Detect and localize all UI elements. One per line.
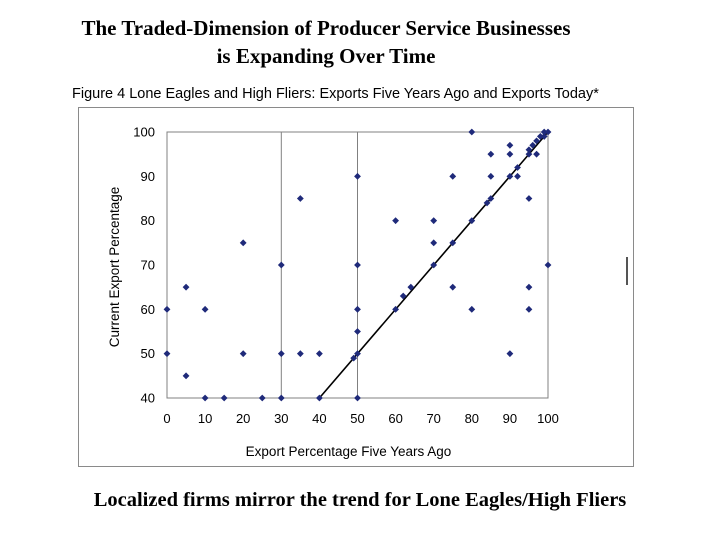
data-point [430, 261, 438, 269]
data-point [430, 239, 438, 247]
x-tick-label: 50 [350, 411, 364, 426]
data-point [487, 150, 495, 158]
data-point [533, 137, 540, 145]
data-point [525, 146, 533, 154]
data-points [163, 128, 552, 402]
data-point [296, 195, 304, 202]
chart-frame [78, 107, 634, 467]
x-tick-label: 70 [426, 411, 440, 426]
x-tick-label: 80 [465, 411, 479, 426]
y-axis-label: Current Export Percentage [107, 187, 122, 348]
y-tick-label: 80 [141, 213, 155, 228]
data-point [182, 283, 190, 291]
data-point [163, 350, 171, 358]
y-tick-labels: 40 50 60 70 80 90 100 [133, 125, 155, 406]
slide-title-line-1: The Traded-Dimension of Producer Service… [81, 16, 571, 40]
data-point [506, 141, 514, 149]
data-point [392, 305, 399, 313]
data-point [354, 305, 361, 313]
data-point [540, 133, 548, 140]
data-point [506, 350, 514, 358]
data-point [316, 350, 323, 358]
data-point [316, 394, 323, 402]
x-tick-label: 90 [503, 411, 517, 426]
y-tick-label: 40 [141, 391, 155, 406]
data-point [354, 261, 361, 269]
x-tick-label: 40 [312, 411, 326, 426]
data-point [540, 128, 548, 136]
data-point [399, 292, 407, 300]
x-tick-label: 30 [274, 411, 288, 426]
data-point [506, 172, 514, 180]
x-tick-labels: 0 10 20 30 40 50 60 70 80 90 100 [163, 411, 558, 426]
x-tick-label: 10 [198, 411, 212, 426]
y-tick-label: 100 [133, 125, 155, 140]
data-point [163, 305, 171, 313]
slide-title: The Traded-Dimension of Producer Service… [0, 14, 652, 70]
data-point [525, 195, 533, 202]
data-point [544, 128, 552, 136]
data-point [525, 150, 533, 158]
data-point [277, 350, 285, 358]
data-point [296, 350, 304, 358]
data-point [201, 394, 209, 402]
data-point [536, 133, 544, 140]
gridlines [280, 132, 358, 398]
x-tick-label: 20 [236, 411, 250, 426]
data-point [468, 128, 476, 136]
data-point [514, 172, 521, 180]
data-point [449, 172, 457, 180]
data-point [277, 261, 285, 269]
data-point [487, 172, 495, 180]
data-point [350, 354, 358, 362]
data-point [483, 199, 491, 207]
data-point [354, 328, 361, 335]
data-point [182, 372, 190, 380]
data-point [525, 305, 533, 313]
x-tick-label: 100 [537, 411, 559, 426]
data-point [487, 195, 495, 202]
y-tick-label: 50 [141, 346, 155, 361]
x-tick-label: 60 [388, 411, 402, 426]
data-point [449, 283, 457, 291]
data-point [201, 305, 209, 313]
side-marker [626, 257, 628, 285]
data-point [468, 305, 476, 313]
data-point [544, 261, 552, 269]
data-point [392, 217, 399, 225]
slide-title-line-2: is Expanding Over Time [216, 44, 436, 68]
data-point [449, 239, 457, 247]
data-point [514, 164, 521, 171]
slide-footer: Localized firms mirror the trend for Lon… [93, 489, 627, 511]
data-point [220, 394, 228, 402]
data-point [533, 150, 540, 158]
figure-caption: Figure 4 Lone Eagles and High Fliers: Ex… [72, 86, 599, 102]
data-point [354, 394, 361, 402]
data-point [468, 217, 476, 225]
data-point [277, 394, 285, 402]
y-tick-label: 70 [141, 258, 155, 273]
data-point [506, 150, 514, 158]
data-point [239, 239, 247, 247]
x-axis-label: Export Percentage Five Years Ago [246, 444, 452, 459]
data-point [258, 394, 266, 402]
data-point [529, 141, 537, 149]
y-tick-label: 60 [141, 302, 155, 317]
x-tick-label: 0 [163, 411, 170, 426]
y-tick-label: 90 [141, 169, 155, 184]
data-point [430, 217, 438, 225]
data-point [407, 283, 415, 291]
data-point [239, 350, 247, 358]
data-point [354, 350, 361, 358]
data-point [354, 172, 361, 180]
data-point [525, 283, 533, 291]
